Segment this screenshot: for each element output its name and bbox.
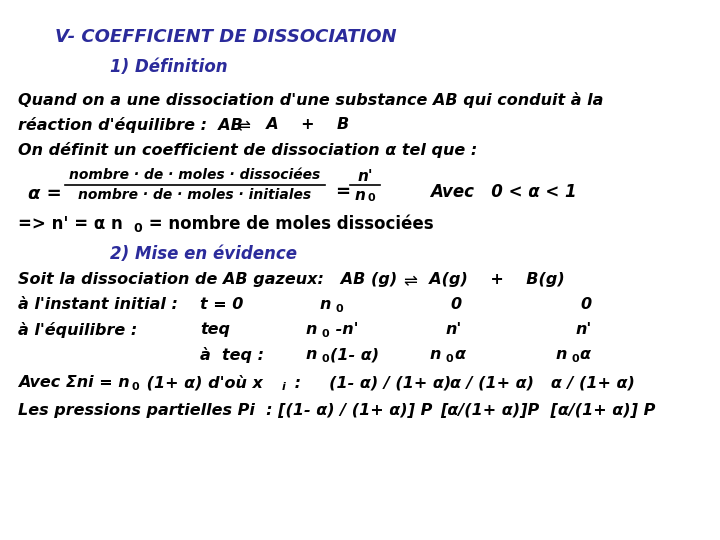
Text: Soit la dissociation de AB gazeux:   AB (g): Soit la dissociation de AB gazeux: AB (g… bbox=[18, 272, 397, 287]
Text: n: n bbox=[305, 347, 316, 362]
Text: teq: teq bbox=[200, 322, 230, 337]
Text: nombre · de · moles · dissociées: nombre · de · moles · dissociées bbox=[69, 168, 320, 182]
Text: 1) Définition: 1) Définition bbox=[110, 58, 228, 76]
Text: n: n bbox=[355, 188, 366, 203]
Text: 0: 0 bbox=[132, 382, 140, 392]
Text: 0: 0 bbox=[368, 193, 376, 203]
Text: n: n bbox=[430, 347, 441, 362]
Text: A(g)    +    B(g): A(g) + B(g) bbox=[418, 272, 564, 287]
Text: 0: 0 bbox=[450, 297, 461, 312]
Text: 0: 0 bbox=[336, 304, 343, 314]
Text: à l'instant initial :: à l'instant initial : bbox=[18, 297, 178, 312]
Text: 0: 0 bbox=[321, 329, 328, 339]
Text: = nombre de moles dissociées: = nombre de moles dissociées bbox=[143, 215, 433, 233]
Text: Les pressions partielles Pi  : [(1- α) / (1+ α)] P: Les pressions partielles Pi : [(1- α) / … bbox=[18, 403, 433, 418]
Text: 0: 0 bbox=[580, 297, 591, 312]
Text: nombre · de · moles · initiales: nombre · de · moles · initiales bbox=[78, 188, 312, 202]
Text: (1- α): (1- α) bbox=[330, 347, 379, 362]
Text: n: n bbox=[305, 322, 316, 337]
Text: -n': -n' bbox=[330, 322, 359, 337]
Text: (1+ α) d'où x: (1+ α) d'où x bbox=[141, 375, 263, 390]
Text: ⇌: ⇌ bbox=[236, 117, 250, 135]
Text: à  teq :: à teq : bbox=[200, 347, 264, 363]
Text: n': n' bbox=[575, 322, 591, 337]
Text: n: n bbox=[320, 297, 331, 312]
Text: n': n' bbox=[357, 169, 373, 184]
Text: 0: 0 bbox=[571, 354, 579, 364]
Text: Avec Σni = n: Avec Σni = n bbox=[18, 375, 130, 390]
Text: 0: 0 bbox=[446, 354, 454, 364]
Text: n: n bbox=[555, 347, 567, 362]
Text: α: α bbox=[579, 347, 590, 362]
Text: α / (1+ α)   α / (1+ α): α / (1+ α) α / (1+ α) bbox=[450, 375, 635, 390]
Text: V- COEFFICIENT DE DISSOCIATION: V- COEFFICIENT DE DISSOCIATION bbox=[55, 28, 397, 46]
Text: ⇌: ⇌ bbox=[403, 272, 417, 290]
Text: 2) Mise en évidence: 2) Mise en évidence bbox=[110, 245, 297, 263]
Text: On définit un coefficient de dissociation α tel que :: On définit un coefficient de dissociatio… bbox=[18, 142, 477, 158]
Text: α: α bbox=[454, 347, 465, 362]
Text: i: i bbox=[282, 382, 286, 392]
Text: => n' = α n: => n' = α n bbox=[18, 215, 122, 233]
Text: n': n' bbox=[445, 322, 462, 337]
Text: =: = bbox=[335, 183, 350, 201]
Text: α =: α = bbox=[28, 185, 62, 203]
Text: :     (1- α) / (1+ α): : (1- α) / (1+ α) bbox=[289, 375, 451, 390]
Text: 0: 0 bbox=[321, 354, 328, 364]
Text: réaction d'équilibre :  AB: réaction d'équilibre : AB bbox=[18, 117, 243, 133]
Text: t = 0: t = 0 bbox=[200, 297, 243, 312]
Text: Avec   0 < α < 1: Avec 0 < α < 1 bbox=[430, 183, 577, 201]
Text: à l'équilibre :: à l'équilibre : bbox=[18, 322, 138, 338]
Text: A    +    B: A + B bbox=[255, 117, 349, 132]
Text: Quand on a une dissociation d'une substance AB qui conduit à la: Quand on a une dissociation d'une substa… bbox=[18, 92, 603, 108]
Text: [α/(1+ α)]P  [α/(1+ α)] P: [α/(1+ α)]P [α/(1+ α)] P bbox=[440, 403, 655, 418]
Text: 0: 0 bbox=[133, 222, 142, 235]
